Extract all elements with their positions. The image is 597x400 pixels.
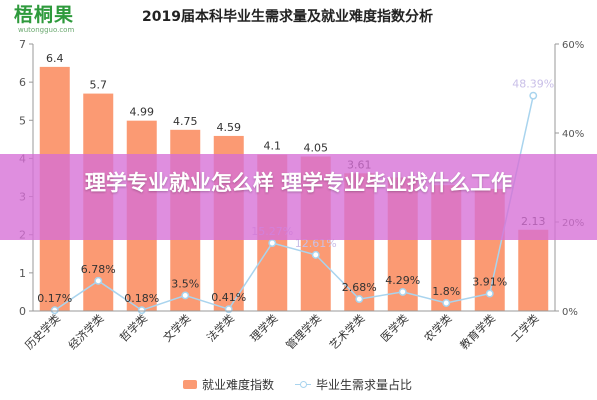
left-axis-tick-label: 1: [19, 267, 26, 280]
line-point-管理学类: [311, 250, 320, 259]
chart-title: 2019届本科毕业生需求量及就业难度指数分析: [142, 9, 433, 25]
bar-label: 4.75: [173, 115, 198, 128]
bar-label: 6.4: [46, 52, 64, 65]
line-point-哲学类: [137, 306, 146, 315]
legend-label-bar: 就业难度指数: [202, 378, 275, 392]
category-label: 农学类: [421, 311, 454, 344]
left-axis-tick-label: 7: [19, 38, 26, 51]
line-label: 3.5%: [171, 277, 199, 290]
category-label: 理学类: [247, 311, 280, 344]
category-label: 历史学类: [22, 311, 63, 352]
legend-item-bar[interactable]: 就业难度指数: [183, 376, 274, 393]
line-path: [54, 95, 534, 312]
line-label: 2.68%: [342, 281, 377, 294]
line-label: 12.61%: [295, 237, 337, 250]
legend: 就业难度指数 毕业生需求量占比: [0, 376, 597, 396]
bar-工学类: [518, 229, 549, 311]
line-point-工学类: [529, 91, 538, 100]
line-point-教育学类: [485, 289, 494, 298]
bar-label: 4.99: [130, 106, 155, 119]
legend-item-line[interactable]: 毕业生需求量占比: [295, 376, 412, 393]
category-label: 教育学类: [457, 311, 498, 352]
line-point-文学类: [181, 291, 190, 300]
category-label: 医学类: [378, 311, 411, 344]
left-axis-tick-label: 6: [19, 76, 26, 89]
left-axis-tick-label: 5: [19, 114, 26, 127]
brand-logo: 梧桐果 wutongguo.com: [14, 4, 74, 35]
overlay-banner: 理学专业就业怎么样 理学专业毕业找什么工作: [0, 154, 597, 240]
category-label: 艺术学类: [326, 311, 367, 352]
bar-label: 4.59: [217, 121, 242, 134]
line-series: 0.17%6.78%0.18%3.5%0.41%15.27%12.61%2.68…: [37, 78, 554, 315]
category-label: 管理学类: [283, 311, 324, 352]
line-point-医学类: [398, 287, 407, 296]
line-point-经济学类: [94, 276, 103, 285]
line-label: 0.41%: [211, 291, 246, 304]
category-label: 文学类: [160, 311, 193, 344]
bar-label: 4.1: [264, 140, 282, 153]
category-label: 工学类: [508, 311, 541, 344]
bar-label: 4.05: [304, 142, 329, 155]
category-label: 经济学类: [65, 311, 106, 352]
legend-bar-swatch: [183, 380, 197, 389]
logo-domain: wutongguo.com: [18, 26, 75, 34]
line-label: 48.39%: [512, 78, 554, 91]
line-point-农学类: [442, 299, 451, 307]
line-point-艺术学类: [355, 295, 364, 304]
right-axis-tick-label: 0%: [562, 307, 578, 318]
category-label: 法学类: [204, 311, 237, 344]
logo-name: 梧桐果: [14, 4, 75, 26]
bar-label: 5.7: [90, 79, 108, 92]
category-label: 哲学类: [117, 311, 150, 344]
line-point-历史学类: [50, 306, 59, 315]
legend-label-line: 毕业生需求量占比: [316, 378, 413, 392]
right-axis-tick-label: 40%: [562, 129, 584, 140]
right-axis-tick-label: 60%: [562, 40, 584, 51]
line-label: 4.29%: [385, 274, 420, 287]
legend-line-swatch: [295, 380, 311, 389]
line-label: 1.8%: [432, 285, 460, 298]
line-label: 6.78%: [81, 263, 116, 276]
left-axis-tick-label: 0: [19, 305, 26, 318]
line-label: 0.17%: [37, 292, 72, 305]
line-point-理学类: [268, 239, 277, 247]
line-label: 0.18%: [124, 292, 159, 305]
line-label: 3.91%: [472, 276, 507, 289]
x-axis-labels: 历史学类 经济学类 哲学类 文学类 法学类 理学类 管理学类 艺术学类 医学类 农学类 教育学类 工学…: [22, 310, 555, 352]
banner-text: 理学专业就业怎么样 理学专业毕业找什么工作: [84, 171, 513, 195]
